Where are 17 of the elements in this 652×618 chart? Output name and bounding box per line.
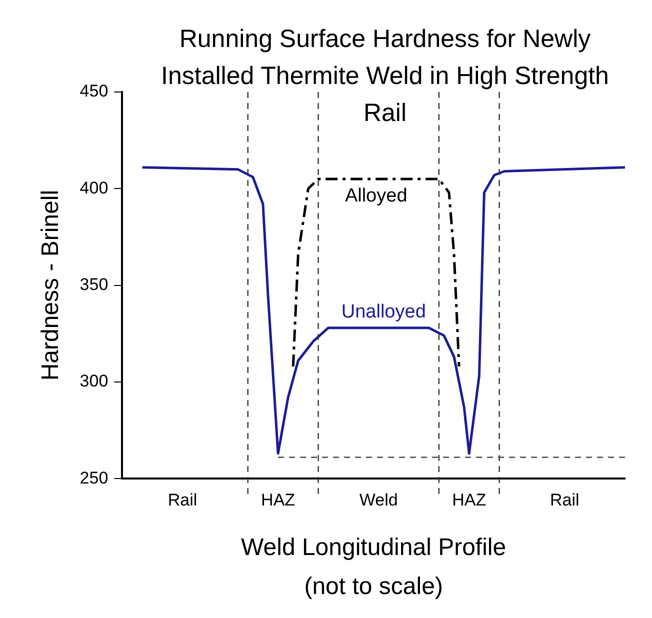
y-tick-label: 250 — [80, 468, 108, 488]
x-tick-label: HAZ — [261, 490, 296, 510]
y-axis-title: Hardness - Brinell — [37, 190, 64, 381]
x-tick-label: HAZ — [452, 490, 486, 510]
y-tick-label: 400 — [80, 178, 108, 198]
y-tick-label: 450 — [80, 82, 108, 101]
series-label: Unalloyed — [341, 302, 426, 323]
x-axis-title: Weld Longitudinal Profile — [241, 534, 506, 562]
text: (not to scale) — [304, 573, 443, 600]
y-tick-label: 350 — [80, 274, 108, 294]
line-series — [292, 178, 460, 368]
x-tick-label: Rail — [168, 490, 198, 510]
x-tick-label: Weld — [359, 490, 398, 510]
y-tick-label: 300 — [80, 372, 108, 391]
x-tick-label: Rail — [550, 490, 580, 510]
chart-title: Running Surface Hardness for Newly Installed Thermite Weld in High Strength Rail — [161, 24, 609, 127]
series-label: Alloyed — [344, 186, 408, 207]
